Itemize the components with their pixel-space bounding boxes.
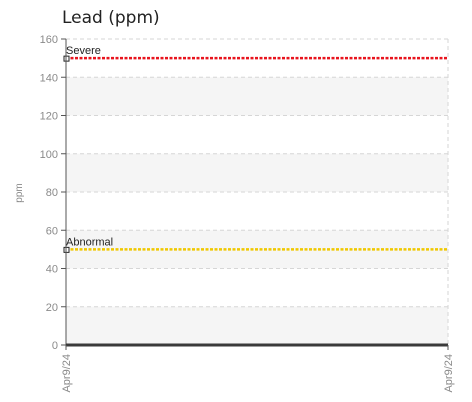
y-tick-label: 160 [40, 34, 58, 46]
y-tick-label: 20 [46, 302, 58, 314]
plot-band [66, 306, 448, 345]
y-tick-label: 80 [46, 187, 58, 199]
y-tick-label: 60 [46, 225, 58, 237]
y-tick-label: 140 [40, 72, 58, 84]
plot-band [66, 153, 448, 192]
y-tick-label: 120 [40, 111, 58, 123]
chart-title: Lead (ppm) [62, 8, 160, 28]
axes [61, 38, 449, 350]
plot-bands [66, 77, 448, 345]
plot-band [66, 77, 448, 116]
y-tick-label: 0 [52, 340, 58, 352]
threshold-label-abnormal: Abnormal [66, 236, 113, 248]
threshold-label-severe: Severe [66, 45, 101, 57]
x-tick-label: Apr9/24 [443, 354, 455, 393]
y-axis-label: ppm [14, 183, 25, 202]
x-tick-label: Apr9/24 [61, 354, 73, 393]
x-tick-labels: Apr9/24 Apr9/24 [61, 354, 455, 393]
y-tick-label: 40 [46, 264, 58, 276]
threshold-lines: Severe Abnormal [63, 45, 448, 253]
y-tick-labels: 0 20 40 60 80 100 120 140 160 [40, 34, 58, 352]
y-tick-label: 100 [40, 149, 58, 161]
